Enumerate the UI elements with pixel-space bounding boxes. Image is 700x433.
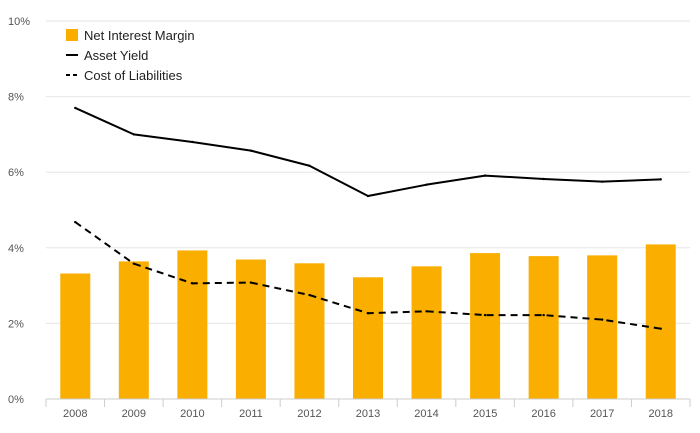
bar <box>353 277 383 399</box>
bar <box>294 263 325 399</box>
y-tick-label: 2% <box>8 318 24 330</box>
legend-label-net-interest-margin: Net Interest Margin <box>84 28 195 43</box>
x-tick-label: 2016 <box>531 408 555 420</box>
line-point <box>600 180 604 183</box>
y-tick-label: 4% <box>8 243 24 255</box>
bar <box>470 253 501 399</box>
y-tick-label: 10% <box>8 16 30 28</box>
y-tick-label: 8% <box>8 92 24 104</box>
line-point <box>542 177 545 181</box>
line-point <box>366 311 370 315</box>
y-tick-label: 0% <box>8 394 24 406</box>
x-tick-label: 2011 <box>239 408 263 420</box>
line-point <box>191 140 194 144</box>
line-point <box>542 313 545 317</box>
line-point <box>74 106 77 110</box>
line-point <box>659 327 662 330</box>
line-series <box>74 106 662 330</box>
line-point <box>425 310 428 313</box>
line-point <box>308 293 311 297</box>
x-tick-label: 2015 <box>473 408 497 420</box>
x-tick-label: 2013 <box>356 408 380 420</box>
y-tick-label: 6% <box>8 167 24 179</box>
legend: Net Interest Margin Asset Yield Cost of … <box>66 28 195 83</box>
line-point <box>308 164 311 167</box>
line-point <box>249 281 253 284</box>
line-point <box>483 313 487 317</box>
line-point <box>132 133 136 136</box>
bar <box>411 266 442 399</box>
bar-series <box>60 244 676 399</box>
legend-label-cost-of-liabilities: Cost of Liabilities <box>84 68 183 83</box>
line-point <box>600 318 604 321</box>
line-point <box>249 149 253 152</box>
x-tick-label: 2017 <box>590 408 614 420</box>
line-point <box>366 194 370 198</box>
line-point <box>483 174 487 177</box>
x-tick-label: 2014 <box>414 408 438 420</box>
legend-label-asset-yield: Asset Yield <box>84 48 148 63</box>
x-tick-label: 2010 <box>180 408 204 420</box>
line-point <box>425 183 428 186</box>
grid-lines <box>46 20 690 324</box>
legend-swatch-net-interest-margin <box>66 29 78 41</box>
line-point <box>659 178 662 181</box>
line-asset-yield <box>74 107 661 198</box>
line-point <box>132 262 136 265</box>
bar <box>177 250 208 399</box>
bar <box>60 273 91 399</box>
bar <box>587 255 618 399</box>
x-tick-label: 2008 <box>63 408 87 420</box>
bar <box>645 244 676 399</box>
line-point <box>74 220 77 224</box>
x-tick-label: 2012 <box>297 408 321 420</box>
bar <box>235 259 266 399</box>
bar <box>528 256 559 399</box>
x-tick-label: 2018 <box>648 408 672 420</box>
bar <box>118 261 149 399</box>
line-point <box>191 282 194 285</box>
x-tick-label: 2009 <box>122 408 146 420</box>
axes: 0% 2% 4% 6% 8% 10% 2008 2009 2010 2011 2012 2013 201… <box>8 16 691 420</box>
